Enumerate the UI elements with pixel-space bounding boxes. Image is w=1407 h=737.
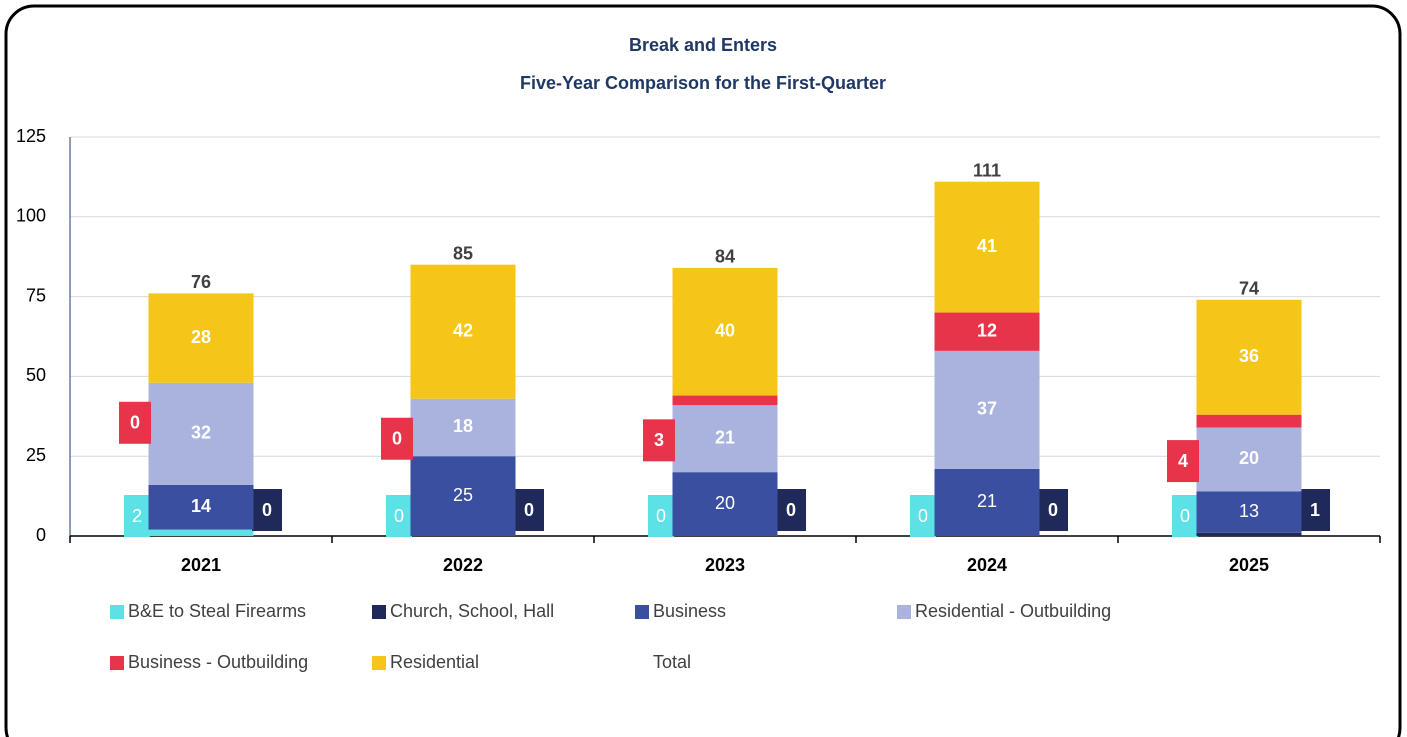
value-label: 20 bbox=[1239, 448, 1259, 468]
value-label-bg bbox=[643, 419, 675, 462]
value-label: 20 bbox=[715, 493, 735, 513]
legend-label: B&E to Steal Firearms bbox=[128, 601, 306, 621]
value-label: 0 bbox=[918, 506, 928, 526]
value-label-bg bbox=[124, 495, 150, 537]
value-label: 32 bbox=[191, 423, 211, 443]
value-label-bg bbox=[1172, 495, 1198, 537]
value-label: 36 bbox=[1239, 346, 1259, 366]
total-label: 85 bbox=[453, 243, 473, 263]
y-tick-label: 100 bbox=[16, 206, 46, 226]
value-label: 42 bbox=[453, 320, 473, 340]
value-label: 0 bbox=[656, 506, 666, 526]
bar-segment bbox=[934, 350, 1040, 469]
value-label: 0 bbox=[262, 500, 272, 520]
value-label-bg bbox=[910, 495, 936, 537]
value-label: 1 bbox=[1310, 500, 1320, 520]
legend-swatch bbox=[372, 605, 386, 619]
total-label: 76 bbox=[191, 272, 211, 292]
bar-segment bbox=[148, 484, 254, 530]
bar-segment bbox=[934, 312, 1040, 351]
value-label-bg bbox=[381, 417, 413, 460]
value-label: 37 bbox=[977, 399, 997, 419]
value-label: 18 bbox=[453, 416, 473, 436]
x-tick-label: 2025 bbox=[1229, 555, 1269, 575]
bar-segment bbox=[672, 405, 778, 473]
legend-label: Total bbox=[653, 652, 691, 672]
value-label-bg bbox=[1038, 489, 1068, 531]
value-label: 0 bbox=[1048, 500, 1058, 520]
legend-label: Residential - Outbuilding bbox=[915, 601, 1111, 621]
legend-swatch bbox=[897, 605, 911, 619]
bar-segment bbox=[672, 267, 778, 396]
value-label-bg bbox=[119, 401, 151, 444]
bar-segment bbox=[1196, 491, 1302, 533]
value-label-bg bbox=[648, 495, 674, 537]
total-label: 111 bbox=[973, 160, 1001, 180]
bar-segment bbox=[1196, 427, 1302, 492]
value-label: 28 bbox=[191, 327, 211, 347]
x-tick-label: 2021 bbox=[181, 555, 221, 575]
x-tick-label: 2024 bbox=[967, 555, 1007, 575]
bar-segment bbox=[1196, 414, 1302, 428]
value-label: 0 bbox=[786, 500, 796, 520]
legend-swatch bbox=[635, 605, 649, 619]
bar-segment bbox=[672, 472, 778, 536]
value-label: 2 bbox=[132, 506, 142, 526]
value-label: 0 bbox=[524, 500, 534, 520]
value-label-bg bbox=[252, 489, 282, 531]
bar-segment bbox=[148, 382, 254, 485]
bar-segment bbox=[1196, 299, 1302, 415]
value-label: 21 bbox=[977, 491, 997, 511]
value-label-bg bbox=[514, 489, 544, 531]
legend-label: Church, School, Hall bbox=[390, 601, 554, 621]
value-label: 12 bbox=[977, 320, 997, 340]
value-label: 40 bbox=[715, 320, 735, 340]
legend-label: Residential bbox=[390, 652, 479, 672]
value-label: 41 bbox=[977, 236, 997, 256]
bar-segment bbox=[148, 529, 254, 536]
value-label: 21 bbox=[715, 427, 735, 447]
bar-segment bbox=[410, 264, 516, 399]
bar-segment bbox=[410, 456, 516, 536]
bar-segment bbox=[934, 181, 1040, 313]
y-tick-label: 25 bbox=[26, 445, 46, 465]
value-label: 3 bbox=[654, 430, 664, 450]
bar-segment bbox=[934, 468, 1040, 536]
x-tick-label: 2022 bbox=[443, 555, 483, 575]
total-label: 74 bbox=[1239, 279, 1259, 299]
value-label-bg bbox=[1167, 440, 1199, 483]
value-label: 13 bbox=[1239, 501, 1259, 521]
y-tick-label: 75 bbox=[26, 285, 46, 305]
y-tick-label: 125 bbox=[16, 126, 46, 146]
value-label-bg bbox=[1300, 489, 1330, 531]
total-label: 84 bbox=[715, 247, 735, 267]
chart-subtitle: Five-Year Comparison for the First-Quart… bbox=[520, 73, 886, 93]
legend-swatch bbox=[110, 656, 124, 670]
legend-label: Business - Outbuilding bbox=[128, 652, 308, 672]
value-label: 25 bbox=[453, 485, 473, 505]
value-label: 0 bbox=[130, 413, 140, 433]
legend-swatch bbox=[372, 656, 386, 670]
legend-swatch bbox=[110, 605, 124, 619]
chart-title: Break and Enters bbox=[629, 35, 777, 55]
value-label: 0 bbox=[1180, 506, 1190, 526]
bar-segment bbox=[672, 395, 778, 406]
bar-segment bbox=[148, 293, 254, 383]
x-tick-label: 2023 bbox=[705, 555, 745, 575]
value-label: 0 bbox=[392, 428, 402, 448]
bar-segment bbox=[410, 398, 516, 457]
value-label: 0 bbox=[394, 506, 404, 526]
value-label: 4 bbox=[1178, 451, 1188, 471]
bar-segment bbox=[1196, 532, 1302, 536]
value-label-bg bbox=[386, 495, 412, 537]
y-tick-label: 0 bbox=[36, 525, 46, 545]
value-label: 14 bbox=[191, 496, 211, 516]
y-tick-label: 50 bbox=[26, 365, 46, 385]
legend-label: Business bbox=[653, 601, 726, 621]
value-label-bg bbox=[776, 489, 806, 531]
